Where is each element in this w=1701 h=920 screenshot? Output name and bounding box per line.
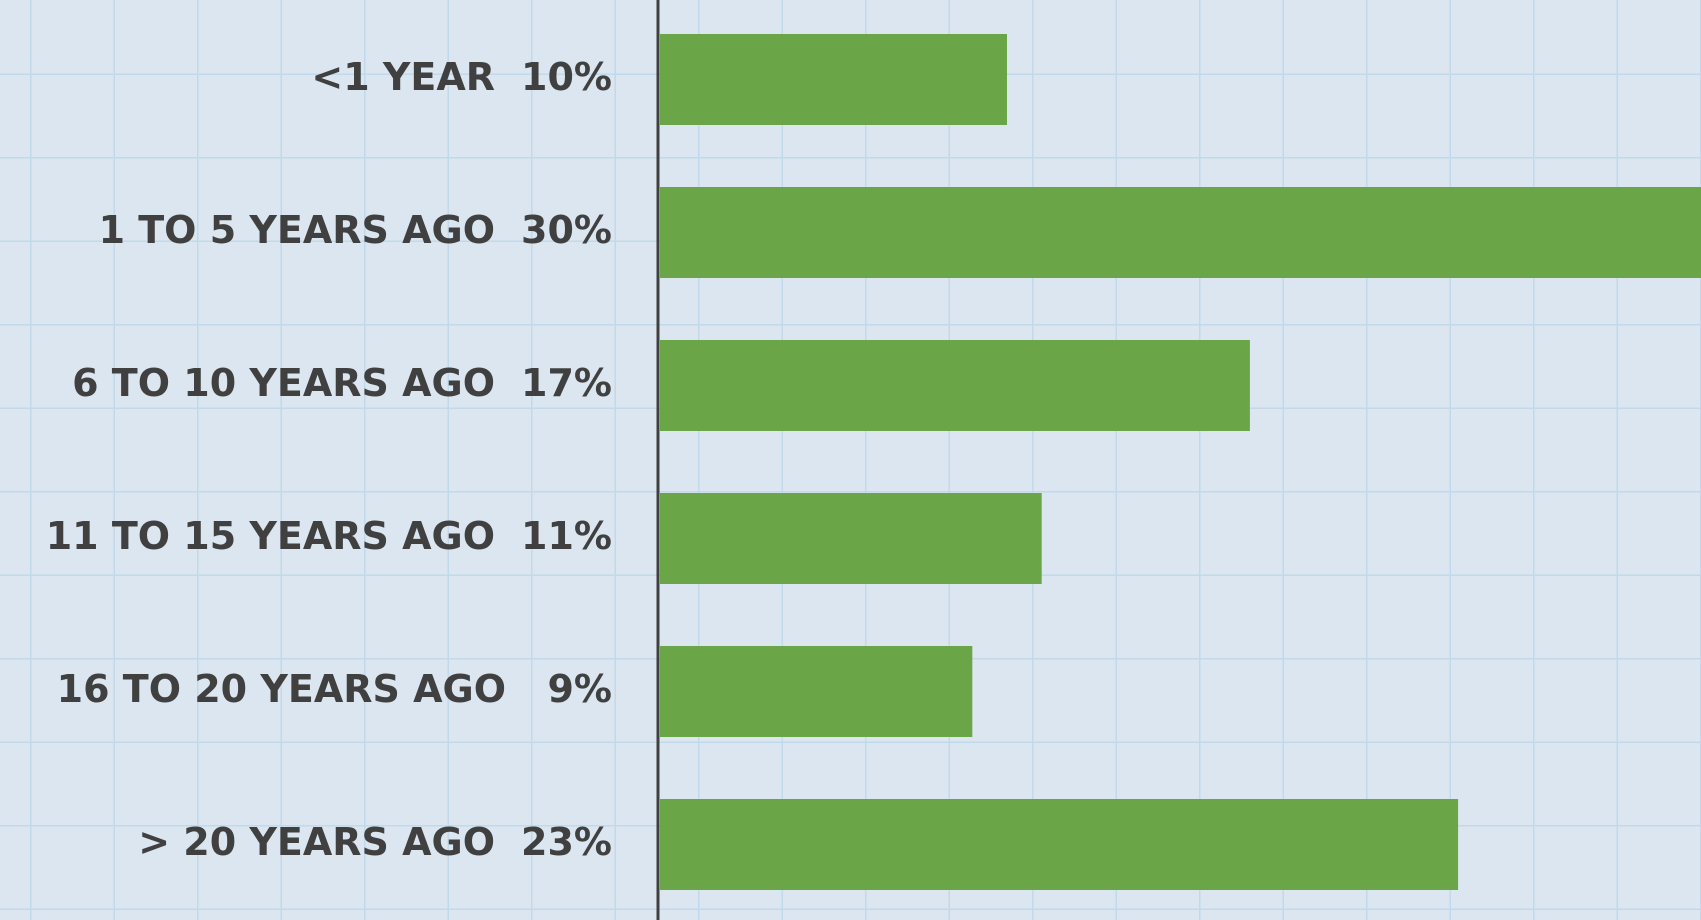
category-label: 6 TO 10 YEARS AGO <box>72 361 495 405</box>
chart: 10% <1 YEAR 30% 1 TO 5 YEARS AGO 17% 6 TO 10 … <box>0 0 1701 920</box>
category-label: <1 YEAR <box>311 55 495 99</box>
bar <box>660 187 1701 278</box>
value-label: 23% <box>521 820 612 864</box>
category-label: 16 TO 20 YEARS AGO <box>57 667 506 711</box>
bar <box>660 34 1007 125</box>
category-label: > 20 YEARS AGO <box>138 820 495 864</box>
value-label: 9% <box>547 667 612 711</box>
bar <box>660 799 1458 890</box>
background <box>0 0 1701 920</box>
value-label: 17% <box>521 361 612 405</box>
value-label: 30% <box>521 208 612 252</box>
category-label: 1 TO 5 YEARS AGO <box>99 208 495 252</box>
value-label: 11% <box>521 514 612 558</box>
bar <box>660 340 1250 431</box>
category-label: 11 TO 15 YEARS AGO <box>46 514 495 558</box>
value-label: 10% <box>521 55 612 99</box>
bar <box>660 493 1042 584</box>
bar <box>660 646 972 737</box>
